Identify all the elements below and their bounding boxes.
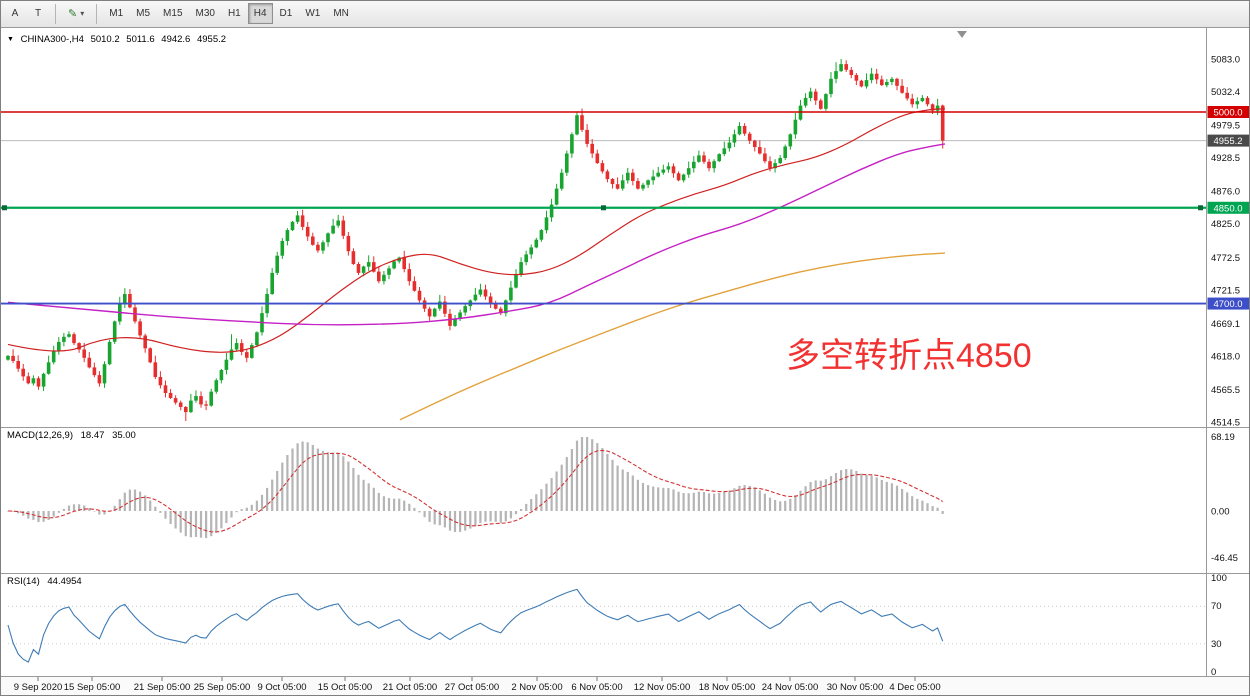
toolbar-separator [96,3,98,24]
time-axis-label: 15 Sep 05:00 [64,682,121,693]
price-tag [1207,105,1249,118]
candlestick-series [6,59,945,421]
rsi-axis-label: 70 [1211,601,1222,612]
time-axis-label: 9 Sep 2020 [14,682,63,693]
macd-indicator-label: MACD(12,26,9) 18.47 35.00 [7,430,141,441]
macd-axis-label: -46.45 [1211,553,1238,564]
rsi-axis-label: 0 [1211,667,1216,678]
rsi-name: RSI(14) [7,576,40,587]
ma-slow-orange-line [399,252,946,421]
macd-signal-line [7,449,943,533]
macd-histogram [6,437,944,539]
price-axis-label: 4669.1 [1211,319,1240,330]
timeframe-button-w1[interactable]: W1 [299,3,326,24]
toolbar-separator [55,3,56,24]
price-axis-label: 5083.0 [1211,55,1240,66]
high-value: 5011.6 [126,34,155,45]
line-handle[interactable] [2,205,7,211]
rsi-indicator-label: RSI(14) 44.4954 [7,576,87,587]
time-axis-label: 18 Nov 05:00 [699,682,756,693]
macd-signal-value: 35.00 [112,430,136,441]
annotation-text[interactable]: 多空转折点4850 [786,337,1032,375]
open-value: 5010.2 [90,34,120,45]
price-tag [1207,297,1249,310]
price-axis-label: 4979.5 [1211,121,1240,132]
time-axis-label: 4 Dec 05:00 [889,682,940,693]
timeframe-button-m30[interactable]: M30 [190,3,221,24]
time-axis-label: 24 Nov 05:00 [762,682,819,693]
timeframe-group: M1 M5 M15 M30 H1 H4 D1 W1 MN [103,3,355,24]
timeframe-button-d1[interactable]: D1 [274,3,299,24]
time-axis-strip[interactable] [0,677,1250,695]
macd-main-value: 18.47 [80,430,105,441]
close-value: 4955.2 [196,34,227,45]
cursor-tool-button[interactable]: A [4,3,26,24]
time-axis-label: 30 Nov 05:00 [827,682,884,693]
chevron-down-icon: ▾ [80,9,85,18]
time-axis-label: 9 Oct 05:00 [257,682,306,693]
price-tag [1207,201,1249,214]
timeframe-button-m15[interactable]: M15 [157,3,188,24]
symbol-collapse-icon[interactable]: ▼ [7,36,14,43]
macd-axis-label: 68.19 [1211,432,1235,443]
rsi-axis-label: 30 [1211,639,1222,650]
symbol-label: CHINA300-,H4 [20,34,84,45]
price-axis-label: 4928.5 [1211,153,1240,164]
price-axis-label: 4876.0 [1211,187,1240,198]
macd-axis-label: 0.00 [1211,507,1230,518]
price-tag [1207,134,1249,147]
time-axis-label: 6 Nov 05:00 [571,682,622,693]
time-axis-label: 15 Oct 05:00 [318,682,372,693]
text-tool-button[interactable]: T [27,3,49,24]
price-tag-label: 4850.0 [1213,203,1242,214]
price-axis-label: 4772.5 [1211,253,1240,264]
price-tag-label: 4700.0 [1213,299,1242,310]
time-axis-label: 25 Sep 05:00 [194,682,251,693]
chart-ohlc-readout: ▼ CHINA300-,H4 5010.2 5011.6 4942.6 4955… [7,34,230,45]
price-axis-label: 5032.4 [1211,87,1240,98]
timeframe-button-h4[interactable]: H4 [247,3,273,24]
price-axis-label: 4721.5 [1211,285,1240,296]
time-axis-label: 21 Oct 05:00 [383,682,437,693]
timeframe-button-m5[interactable]: M5 [130,3,156,24]
timeframe-button-mn[interactable]: MN [327,3,355,24]
price-tag-label: 5000.0 [1213,107,1242,118]
line-handle[interactable] [601,205,606,211]
macd-name: MACD(12,26,9) [7,430,73,441]
price-axis-label: 4825.0 [1211,219,1240,230]
rsi-value: 44.4954 [47,576,82,587]
low-value: 4942.6 [161,34,191,45]
timeframe-button-h1[interactable]: H1 [222,3,247,24]
time-axis-label: 21 Sep 05:00 [134,682,191,693]
time-axis-label: 12 Nov 05:00 [634,682,691,693]
price-axis-label: 4565.5 [1211,385,1240,396]
rsi-axis-label: 100 [1211,573,1227,584]
price-axis-label: 4514.5 [1211,418,1240,429]
line-handle[interactable] [1198,205,1203,211]
price-axis-label: 4618.0 [1211,351,1240,362]
ma-mid-magenta-line [7,143,946,326]
ma-fast-red-line [7,108,946,353]
chart-shift-marker[interactable] [957,31,967,38]
rsi-line [7,588,944,663]
pencil-icon: ✎ [68,8,78,20]
drawing-tools-dropdown[interactable]: ✎ ▾ [62,3,90,24]
timeframe-button-m1[interactable]: M1 [103,3,129,24]
time-axis-label: 2 Nov 05:00 [511,682,562,693]
time-axis-label: 27 Oct 05:00 [445,682,499,693]
price-tag-label: 4955.2 [1213,136,1242,147]
toolbar: A T ✎ ▾ M1 M5 M15 M30 H1 H4 D1 W1 MN [0,0,1250,28]
